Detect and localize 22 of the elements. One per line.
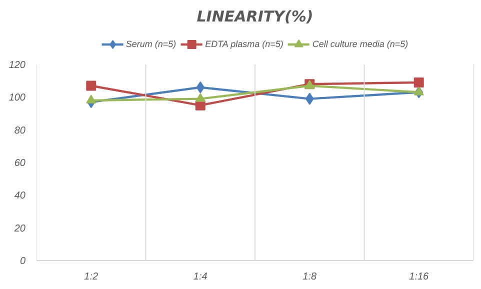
point [414, 86, 424, 96]
point [86, 94, 96, 104]
y-tick-label: 40 [14, 190, 26, 202]
x-tick-label: 1:4 [193, 272, 208, 282]
point [305, 92, 314, 105]
y-tick-label: 100 [8, 92, 26, 104]
chart-title: LINEARITY(%) [196, 8, 314, 26]
y-tick-label: 0 [20, 256, 26, 267]
y-tick-label: 60 [14, 158, 26, 169]
point [86, 80, 96, 91]
y-tick-label: 20 [13, 223, 26, 234]
y-tick-label: 80 [14, 125, 26, 136]
legend-label: EDTA plasma (n=5) [205, 39, 284, 49]
y-tick-label: 120 [8, 60, 26, 71]
legend-label: Serum (n=5) [126, 39, 176, 49]
x-tick-label: 1:16 [409, 272, 430, 282]
point [414, 77, 424, 88]
x-tick-label: 1:2 [84, 272, 99, 282]
point [195, 93, 206, 102]
x-tick-label: 1:8 [302, 272, 318, 282]
legend-label: Cell culture media (n=5) [312, 39, 408, 49]
point [196, 81, 205, 94]
